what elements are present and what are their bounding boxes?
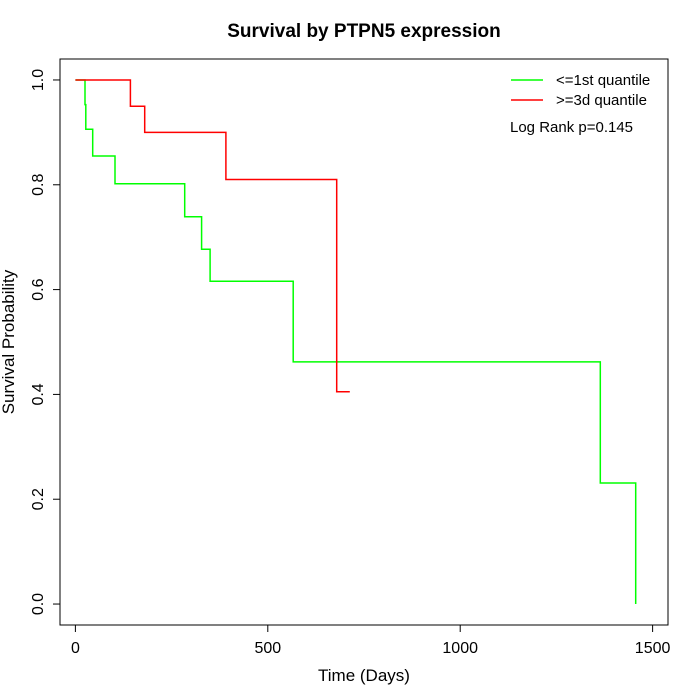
logrank-pvalue: Log Rank p=0.145 xyxy=(510,119,633,136)
chart-title: Survival by PTPN5 expression xyxy=(227,21,501,42)
y-tick-label: 0.2 xyxy=(30,488,47,510)
y-tick-label: 0.8 xyxy=(30,174,47,196)
legend: <=1st quantile >=3d quantile xyxy=(511,72,650,109)
series-line-2 xyxy=(75,79,350,393)
legend-label-2: >=3d quantile xyxy=(556,92,647,109)
y-tick-label: 0.0 xyxy=(30,593,47,615)
x-tick-label: 500 xyxy=(254,640,281,657)
x-axis: 0 500 1000 1500 xyxy=(71,624,671,657)
y-axis: 0.0 0.2 0.4 0.6 0.8 1.0 xyxy=(30,69,61,615)
survival-curves xyxy=(75,79,637,604)
x-tick-label: 1500 xyxy=(635,640,671,657)
x-tick-label: 0 xyxy=(71,640,80,657)
legend-label-1: <=1st quantile xyxy=(556,72,650,89)
y-axis-label: Survival Probability xyxy=(0,269,18,414)
y-tick-label: 0.4 xyxy=(30,383,47,405)
x-tick-label: 1000 xyxy=(442,640,478,657)
series-line-1 xyxy=(75,79,637,604)
y-tick-label: 0.6 xyxy=(30,278,47,300)
plot-frame xyxy=(59,58,669,626)
x-axis-label: Time (Days) xyxy=(318,666,410,685)
y-tick-label: 1.0 xyxy=(30,69,47,91)
